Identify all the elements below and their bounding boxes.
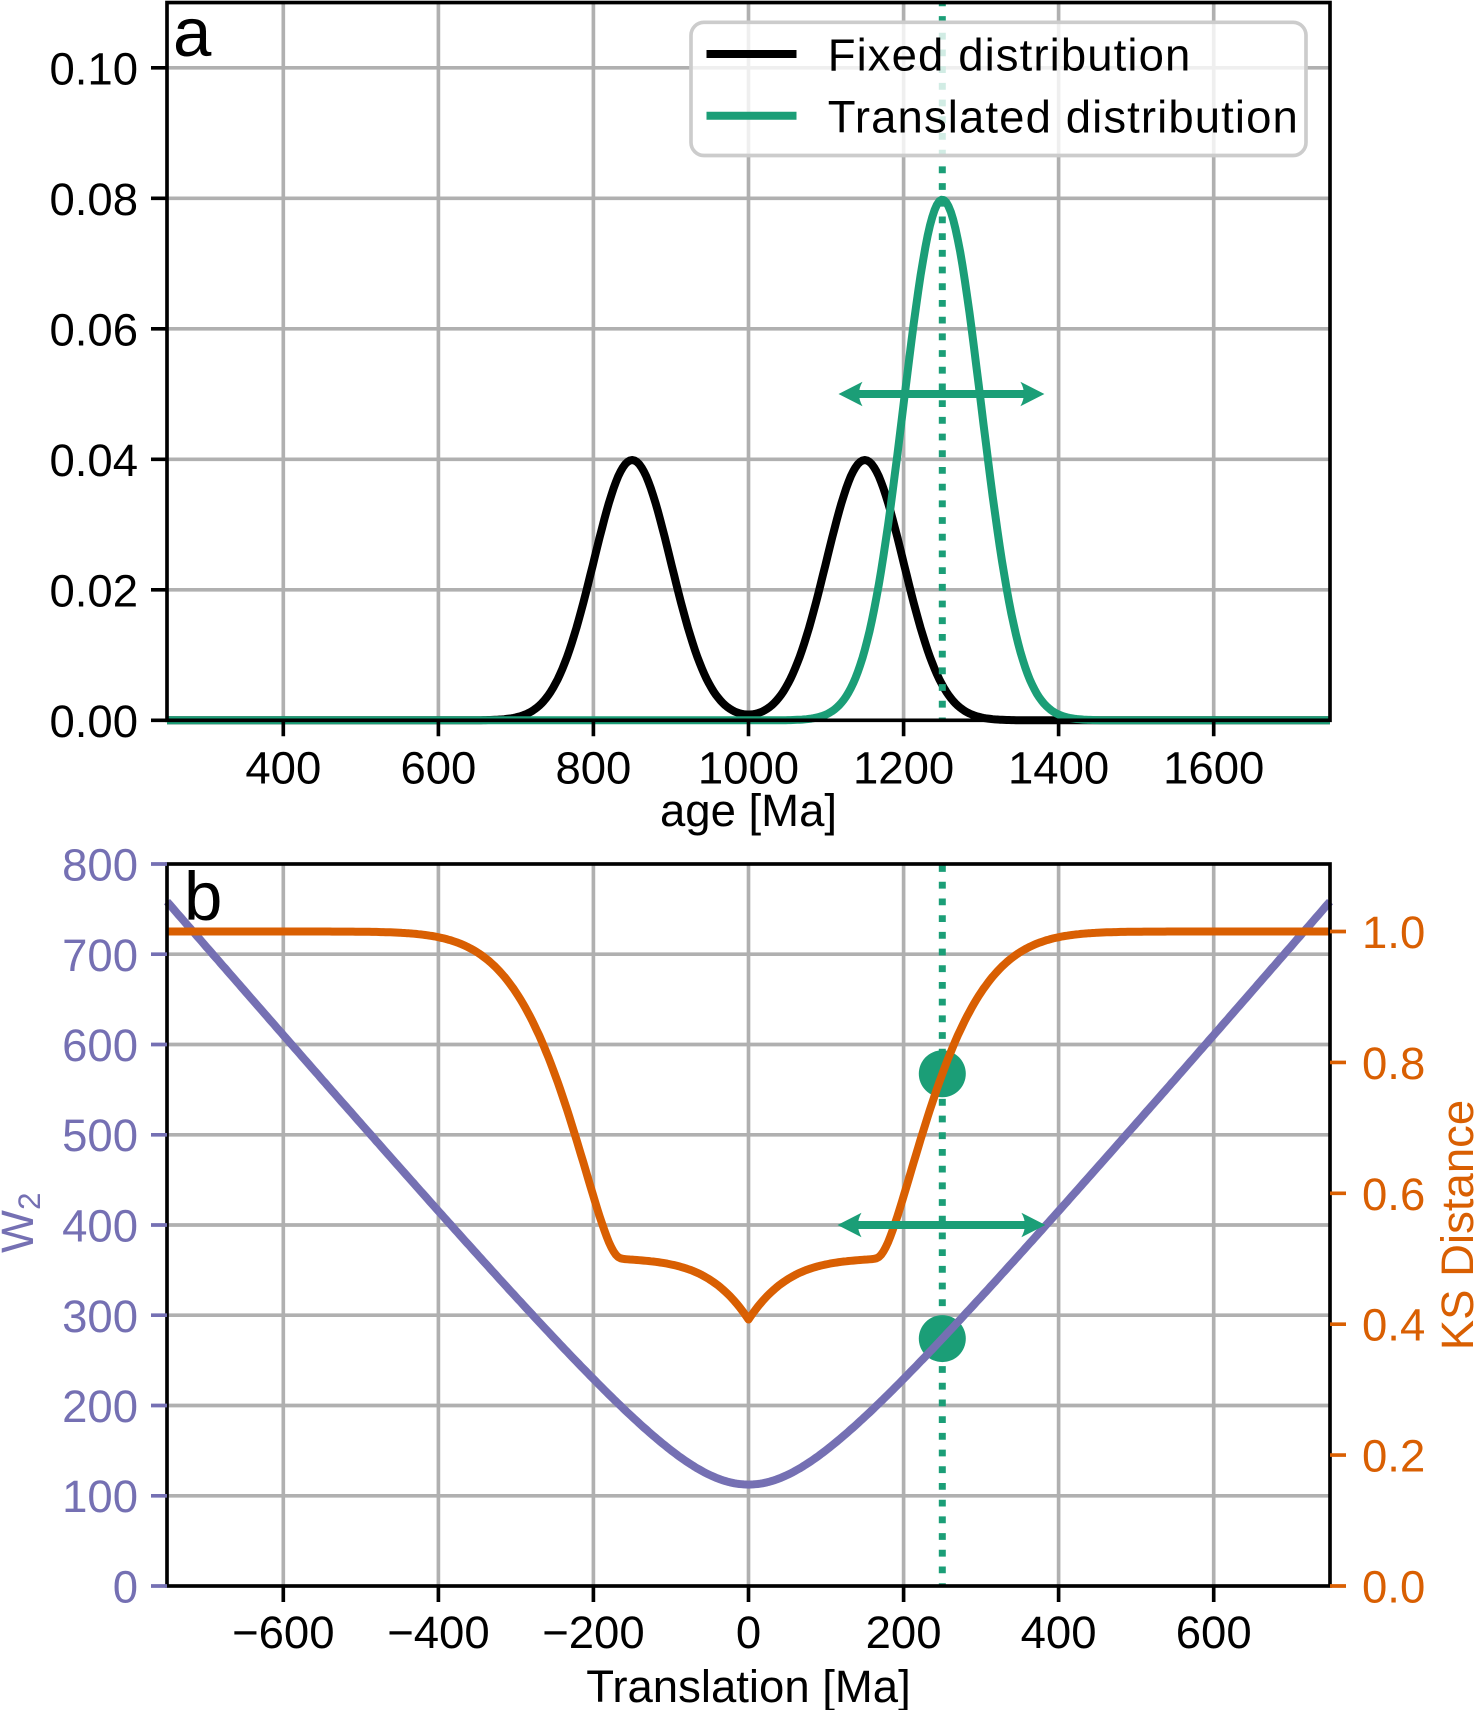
svg-text:1400: 1400	[1008, 743, 1109, 794]
svg-text:0: 0	[113, 1562, 138, 1613]
svg-text:600: 600	[1176, 1607, 1252, 1658]
svg-text:800: 800	[62, 840, 138, 891]
svg-text:Fixed distribution: Fixed distribution	[828, 30, 1192, 81]
svg-text:1.0: 1.0	[1362, 907, 1425, 958]
svg-text:−600: −600	[232, 1607, 335, 1658]
svg-text:−200: −200	[542, 1607, 645, 1658]
svg-text:100: 100	[62, 1471, 138, 1522]
svg-text:300: 300	[62, 1291, 138, 1342]
svg-text:0.2: 0.2	[1362, 1431, 1425, 1482]
svg-text:b: b	[184, 858, 222, 935]
svg-text:0.04: 0.04	[49, 435, 138, 486]
svg-text:1200: 1200	[853, 743, 954, 794]
svg-text:age [Ma]: age [Ma]	[660, 785, 837, 836]
svg-text:Translated distribution: Translated distribution	[828, 91, 1299, 142]
svg-text:0.8: 0.8	[1362, 1038, 1425, 1089]
svg-text:600: 600	[62, 1020, 138, 1071]
svg-text:200: 200	[62, 1381, 138, 1432]
svg-text:KS Distance: KS Distance	[1432, 1100, 1474, 1350]
svg-text:a: a	[173, 0, 212, 71]
svg-text:W: W	[0, 1210, 43, 1253]
svg-text:0.06: 0.06	[49, 304, 138, 355]
svg-text:400: 400	[1021, 1607, 1097, 1658]
svg-text:800: 800	[555, 743, 631, 794]
svg-text:400: 400	[245, 743, 321, 794]
svg-text:400: 400	[62, 1201, 138, 1252]
svg-text:500: 500	[62, 1110, 138, 1161]
svg-text:2: 2	[11, 1192, 47, 1210]
svg-text:0.6: 0.6	[1362, 1169, 1425, 1220]
svg-text:Translation [Ma]: Translation [Ma]	[586, 1661, 911, 1710]
svg-text:0.4: 0.4	[1362, 1300, 1425, 1351]
svg-text:600: 600	[400, 743, 476, 794]
svg-text:0.08: 0.08	[49, 174, 138, 225]
svg-text:0.0: 0.0	[1362, 1562, 1425, 1613]
svg-text:700: 700	[62, 930, 138, 981]
svg-text:−400: −400	[387, 1607, 490, 1658]
svg-text:200: 200	[866, 1607, 942, 1658]
svg-text:0.10: 0.10	[49, 43, 138, 94]
svg-text:1600: 1600	[1163, 743, 1264, 794]
svg-text:0.00: 0.00	[49, 696, 138, 747]
svg-text:0: 0	[736, 1607, 761, 1658]
svg-text:1000: 1000	[698, 743, 799, 794]
svg-text:0.02: 0.02	[49, 565, 138, 616]
